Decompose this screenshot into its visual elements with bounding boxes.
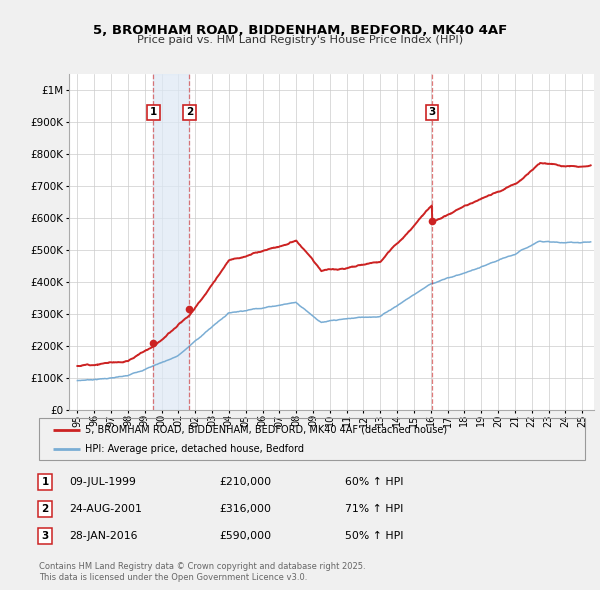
Text: HPI: Average price, detached house, Bedford: HPI: Average price, detached house, Bedf… xyxy=(85,444,304,454)
Text: 28-JAN-2016: 28-JAN-2016 xyxy=(69,532,137,541)
Text: 24-AUG-2001: 24-AUG-2001 xyxy=(69,504,142,514)
Text: Contains HM Land Registry data © Crown copyright and database right 2025.
This d: Contains HM Land Registry data © Crown c… xyxy=(39,562,365,582)
Text: 5, BROMHAM ROAD, BIDDENHAM, BEDFORD, MK40 4AF: 5, BROMHAM ROAD, BIDDENHAM, BEDFORD, MK4… xyxy=(93,24,507,37)
Text: 50% ↑ HPI: 50% ↑ HPI xyxy=(345,532,404,541)
Text: 71% ↑ HPI: 71% ↑ HPI xyxy=(345,504,403,514)
Text: 1: 1 xyxy=(41,477,49,487)
Text: 1: 1 xyxy=(150,107,157,117)
Text: 5, BROMHAM ROAD, BIDDENHAM, BEDFORD, MK40 4AF (detached house): 5, BROMHAM ROAD, BIDDENHAM, BEDFORD, MK4… xyxy=(85,425,448,435)
Text: 3: 3 xyxy=(428,107,436,117)
Text: 2: 2 xyxy=(185,107,193,117)
Text: £590,000: £590,000 xyxy=(219,532,271,541)
Text: 3: 3 xyxy=(41,532,49,541)
Text: £210,000: £210,000 xyxy=(219,477,271,487)
Text: 2: 2 xyxy=(41,504,49,514)
Text: Price paid vs. HM Land Registry's House Price Index (HPI): Price paid vs. HM Land Registry's House … xyxy=(137,35,463,45)
Text: 09-JUL-1999: 09-JUL-1999 xyxy=(69,477,136,487)
Bar xyxy=(154,74,190,410)
Text: 60% ↑ HPI: 60% ↑ HPI xyxy=(345,477,404,487)
Text: £316,000: £316,000 xyxy=(219,504,271,514)
